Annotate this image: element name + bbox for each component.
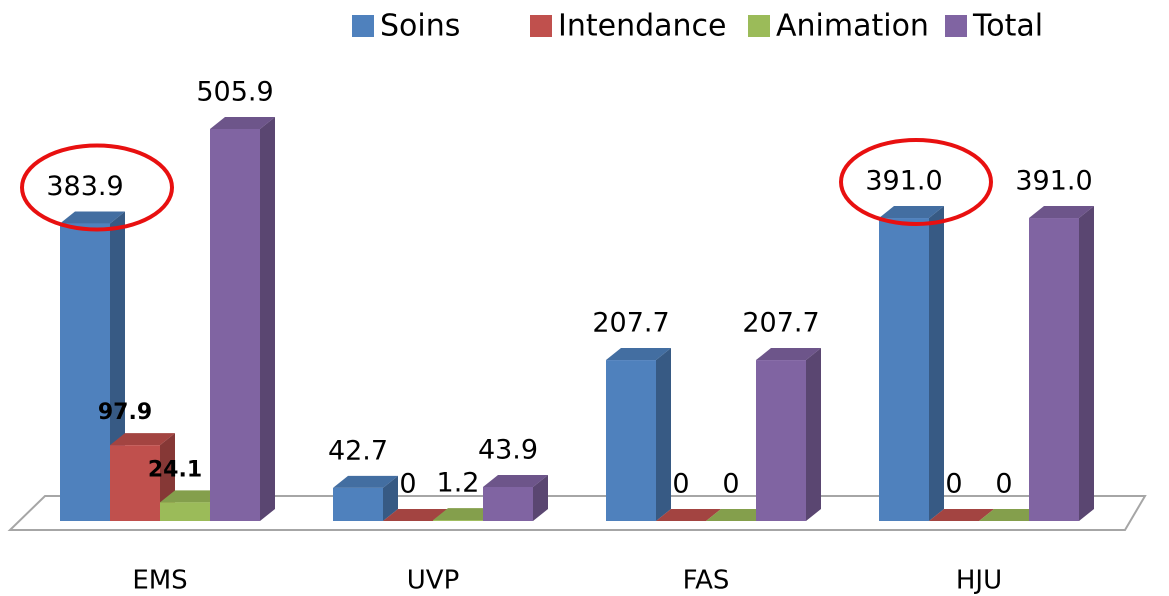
bar — [110, 433, 175, 521]
x-tick-label: EMS — [132, 566, 187, 596]
bar-top — [383, 509, 448, 521]
bar-top — [483, 474, 548, 487]
data-label: 42.7 — [328, 435, 388, 466]
bar-front — [333, 487, 383, 521]
legend-label: Soins — [380, 9, 460, 44]
bar-front — [756, 360, 806, 521]
bar-top — [433, 508, 498, 521]
bar-top — [929, 509, 994, 521]
bar — [656, 509, 721, 521]
bar-top — [210, 117, 275, 129]
bar-front — [60, 223, 110, 521]
bar-top — [979, 509, 1044, 521]
data-label: 0 — [722, 469, 739, 500]
bar-front — [1029, 218, 1079, 521]
legend-swatch — [530, 15, 552, 37]
x-tick-label: HJU — [956, 566, 1002, 596]
data-label: 0 — [399, 469, 416, 500]
data-label: 0 — [945, 469, 962, 500]
bar-top — [1029, 206, 1094, 219]
data-label: 43.9 — [478, 434, 538, 465]
data-label: 0 — [672, 469, 689, 500]
bar-top — [656, 509, 721, 521]
bar-front — [110, 445, 160, 521]
legend-swatch — [945, 15, 967, 37]
bar-top — [606, 348, 671, 361]
bar-side — [806, 348, 821, 521]
highlight-circle — [20, 143, 174, 232]
legend-label: Intendance — [558, 9, 727, 44]
data-label: 97.9 — [98, 400, 152, 425]
bar — [383, 509, 448, 521]
bar — [706, 509, 771, 521]
bar — [929, 509, 994, 521]
data-label: 383.9 — [46, 171, 123, 202]
data-label: 207.7 — [592, 308, 669, 339]
bar — [483, 474, 548, 521]
bar — [333, 475, 398, 521]
bar-front — [160, 502, 210, 521]
highlight-circle — [839, 138, 993, 227]
legend-label: Animation — [776, 9, 929, 44]
bar-top — [756, 348, 821, 361]
bar-top — [60, 211, 125, 224]
bar-front — [433, 520, 483, 521]
legend-swatch — [352, 15, 374, 37]
data-label: 207.7 — [742, 308, 819, 339]
data-label: 505.9 — [196, 77, 273, 108]
data-label: 24.1 — [148, 457, 202, 482]
bar-front — [210, 129, 260, 521]
bar-top — [333, 475, 398, 488]
bar-side — [533, 474, 548, 521]
bar — [210, 117, 275, 521]
bar-side — [383, 475, 398, 521]
bar-side — [656, 348, 671, 521]
data-label: 391.0 — [865, 166, 942, 197]
floor — [7, 495, 1147, 531]
bar-side — [1079, 206, 1094, 521]
data-label: 391.0 — [1015, 166, 1092, 197]
bar-side — [260, 117, 275, 521]
bar-top — [879, 206, 944, 219]
x-tick-label: UVP — [407, 566, 460, 596]
bar — [606, 348, 671, 521]
bar — [879, 206, 944, 521]
x-tick-label: FAS — [683, 566, 730, 596]
bar-front — [606, 360, 656, 521]
bar — [979, 509, 1044, 521]
bar-side — [929, 206, 944, 521]
data-label: 1.2 — [437, 468, 480, 499]
bar-front — [879, 218, 929, 521]
bar-front — [483, 486, 533, 521]
bar-top — [160, 490, 225, 503]
bar — [1029, 206, 1094, 521]
bar-top — [110, 433, 175, 446]
legend-swatch — [748, 15, 770, 37]
data-label: 0 — [995, 469, 1012, 500]
bar — [756, 348, 821, 521]
legend-label: Total — [972, 9, 1043, 44]
bar-top — [706, 509, 771, 521]
